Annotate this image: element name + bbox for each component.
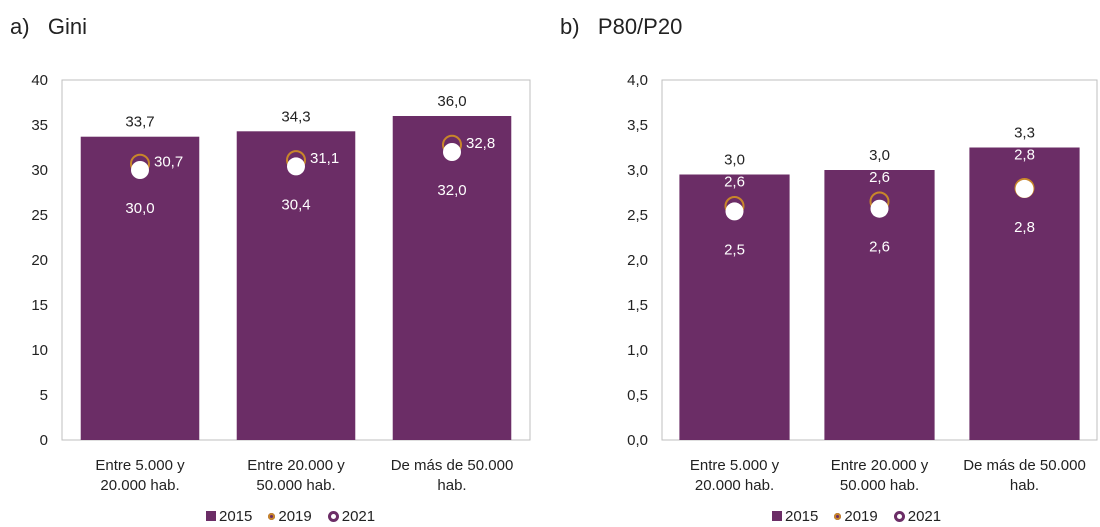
legend-item-2019: 2019 (268, 507, 312, 525)
marker-2021 (443, 143, 461, 161)
data-label-2019: 2,6 (724, 174, 745, 191)
legend-swatch-dot (268, 512, 276, 520)
chart-panel-gini: a) Gini 0 5 10 15 20 25 30 35 40 33,7 30,7 30,0 Entr… (10, 14, 531, 527)
y-tick-label: 3,0 (627, 162, 648, 179)
data-label-2019: 30,7 (154, 154, 183, 171)
marker-2021 (725, 202, 744, 221)
legend-item-2021: 2021 (893, 507, 942, 525)
y-tick-label: 2,0 (627, 252, 648, 269)
x-tick-label: 50.000 hab. (256, 477, 335, 494)
data-label-2021: 30,4 (281, 196, 310, 213)
x-tick-label: Entre 20.000 y (247, 457, 345, 474)
x-tick-label: hab. (1010, 477, 1039, 494)
y-tick-label: 0 (40, 432, 48, 449)
data-label-2019: 31,1 (310, 150, 339, 167)
x-tick-label: 20.000 hab. (100, 477, 179, 494)
legend-swatch-ring (893, 510, 905, 522)
data-label-2021: 32,0 (437, 182, 466, 199)
legend-swatch-ring (327, 510, 339, 522)
data-label-2019: 2,8 (1014, 147, 1035, 164)
x-tick-label: Entre 5.000 y (690, 457, 780, 474)
panel-label: b) (560, 14, 580, 39)
x-tick-label: hab. (437, 477, 466, 494)
x-tick-label: Entre 5.000 y (95, 457, 185, 474)
legend-item-2019: 2019 (834, 507, 878, 525)
legend: 2015 2019 2021 (772, 505, 941, 527)
legend: 2015 2019 2021 (206, 505, 375, 527)
x-tick-label: De más de 50.000 (963, 457, 1086, 474)
y-tick-label: 3,5 (627, 117, 648, 134)
marker-2021 (1015, 179, 1034, 198)
data-label-2021: 30,0 (125, 200, 154, 217)
chart-gini: 0 5 10 15 20 25 30 35 40 33,7 30,7 30,0 Entre 5.000 … (31, 72, 531, 494)
data-label-2015: 33,7 (125, 114, 154, 131)
y-tick-label: 30 (31, 162, 48, 179)
y-tick-label: 0,0 (627, 432, 648, 449)
x-tick-label: Entre 20.000 y (831, 457, 929, 474)
x-tick-label: 50.000 hab. (840, 477, 919, 494)
data-label-2015: 34,3 (281, 108, 310, 125)
y-tick-label: 10 (31, 342, 48, 359)
y-tick-label: 0,5 (627, 387, 648, 404)
y-tick-label: 40 (31, 72, 48, 89)
data-label-2015: 3,0 (724, 152, 745, 169)
bar-2015 (392, 116, 512, 440)
panel-title-gini: a) Gini (10, 14, 87, 40)
data-label-2019: 2,6 (869, 169, 890, 186)
legend-swatch-dot (834, 512, 842, 520)
x-tick-label: 20.000 hab. (695, 477, 774, 494)
y-tick-label: 15 (31, 297, 48, 314)
legend-item-2015: 2015 (206, 508, 252, 525)
legend-swatch-bar (206, 511, 216, 521)
legend-item-2015: 2015 (772, 508, 818, 525)
y-tick-label: 5 (40, 387, 48, 404)
legend-label: 2019 (278, 507, 312, 525)
marker-2021 (287, 157, 305, 176)
data-label-2021: 2,5 (724, 241, 745, 258)
chart-panel-p80p20: b) P80/P20 0,0 0,5 1,0 1,5 2,0 2,5 3,0 3,5 4,0 3,… (550, 0, 1100, 527)
legend-item-2021: 2021 (327, 507, 376, 525)
marker-2021 (131, 161, 149, 179)
chart-title: Gini (47, 14, 88, 39)
data-label-2015: 3,3 (1014, 125, 1035, 142)
legend-swatch-bar (772, 511, 782, 521)
data-label-2021: 2,6 (869, 239, 890, 256)
y-tick-label: 25 (31, 207, 48, 224)
data-label-2019: 32,8 (466, 135, 495, 152)
chart-title: P80/P20 (597, 14, 683, 39)
y-tick-label: 35 (31, 117, 48, 134)
legend-label: 2015 (785, 507, 819, 525)
x-tick-label: De más de 50.000 (391, 457, 514, 474)
y-tick-label: 2,5 (627, 207, 648, 224)
y-tick-label: 1,0 (627, 342, 648, 359)
y-tick-label: 1,5 (627, 297, 648, 314)
bar-2015 (236, 131, 356, 441)
legend-label: 2021 (341, 507, 376, 525)
y-tick-label: 4,0 (627, 72, 648, 89)
data-label-2015: 36,0 (437, 93, 466, 110)
y-tick-label: 20 (31, 252, 48, 269)
legend-label: 2021 (907, 507, 942, 525)
data-label-2021: 2,8 (1014, 219, 1035, 236)
data-label-2015: 3,0 (869, 147, 890, 164)
bar-2015 (80, 136, 200, 440)
legend-label: 2019 (844, 507, 878, 525)
legend-label: 2015 (219, 507, 253, 525)
marker-2021 (870, 199, 889, 218)
chart-p80p20: 0,0 0,5 1,0 1,5 2,0 2,5 3,0 3,5 4,0 3,0 2,6 2,5 Entr… (627, 72, 1098, 494)
panel-title-p80p20: b) P80/P20 (560, 14, 682, 40)
panel-label: a) (10, 14, 30, 39)
